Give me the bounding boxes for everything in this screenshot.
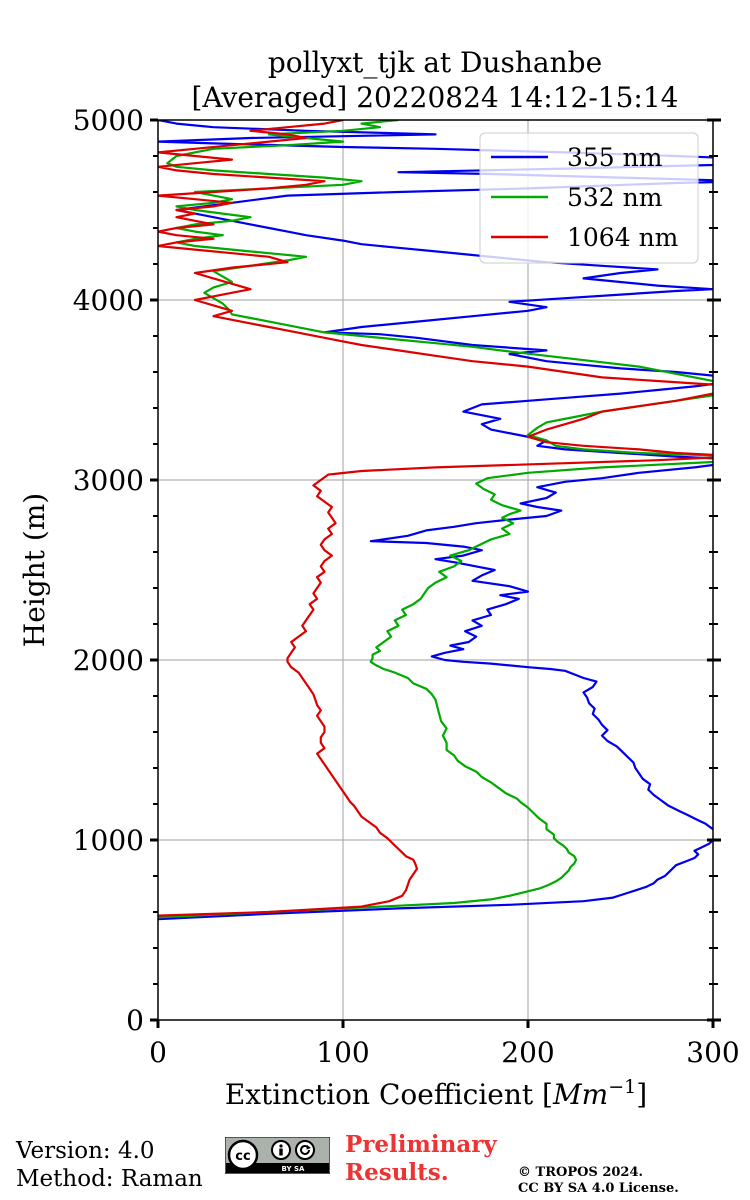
y-tick-label: 4000	[73, 284, 144, 317]
axis-ticks: 0 1000 2000 3000 4000 5000 0 100 200 300	[73, 104, 740, 1069]
chart-title-line2: [Averaged] 20220824 14:12-15:14	[192, 81, 679, 114]
legend-label: 1064 nm	[567, 223, 679, 252]
copyright-line1: © TROPOS 2024.	[518, 1165, 644, 1180]
copyright-line2: CC BY SA 4.0 License.	[518, 1181, 679, 1196]
preliminary-line1: Preliminary	[345, 1131, 497, 1158]
y-tick-label: 5000	[73, 104, 144, 137]
series-line-532-nm	[158, 120, 713, 919]
x-tick-label: 100	[316, 1036, 369, 1069]
x-tick-label: 0	[149, 1036, 167, 1069]
preliminary-line2: Results.	[345, 1159, 449, 1186]
legend-box	[479, 132, 699, 264]
method-label: Method: Raman	[16, 1166, 203, 1192]
svg-text:BY SA: BY SA	[282, 1165, 306, 1173]
cc-license-badge: cc BY SA	[225, 1137, 330, 1174]
series-line-1064-nm	[158, 120, 713, 917]
series-line-355-nm	[158, 120, 713, 921]
cc-icon	[227, 1139, 259, 1171]
legend-label: 355 nm	[567, 143, 663, 172]
y-axis-label: Height (m)	[18, 493, 51, 647]
svg-text:cc: cc	[235, 1149, 250, 1164]
plot-frame	[157, 119, 714, 1021]
chart-title-line1: pollyxt_tjk at Dushanbe	[268, 46, 602, 79]
legend: 355 nm 532 nm 1064 nm	[479, 132, 699, 264]
copyright-note: © TROPOS 2024. CC BY SA 4.0 License.	[518, 1165, 679, 1197]
y-tick-label: 2000	[73, 644, 144, 677]
preliminary-results-note: Preliminary Results.	[345, 1131, 497, 1187]
x-tick-label: 300	[686, 1036, 739, 1069]
y-tick-label: 0	[126, 1004, 144, 1037]
sa-icon	[295, 1140, 315, 1160]
y-tick-label: 3000	[73, 464, 144, 497]
grid-lines	[158, 120, 713, 1020]
y-tick-label: 1000	[73, 824, 144, 857]
x-tick-label: 200	[501, 1036, 554, 1069]
extinction-profile-chart: pollyxt_tjk at Dushanbe [Averaged] 20220…	[18, 46, 740, 1111]
legend-label: 532 nm	[567, 183, 663, 212]
version-label: Version: 4.0	[16, 1138, 155, 1164]
x-axis-label: Extinction Coefficient [Mm−1]	[225, 1076, 647, 1111]
series-lines	[158, 120, 713, 921]
